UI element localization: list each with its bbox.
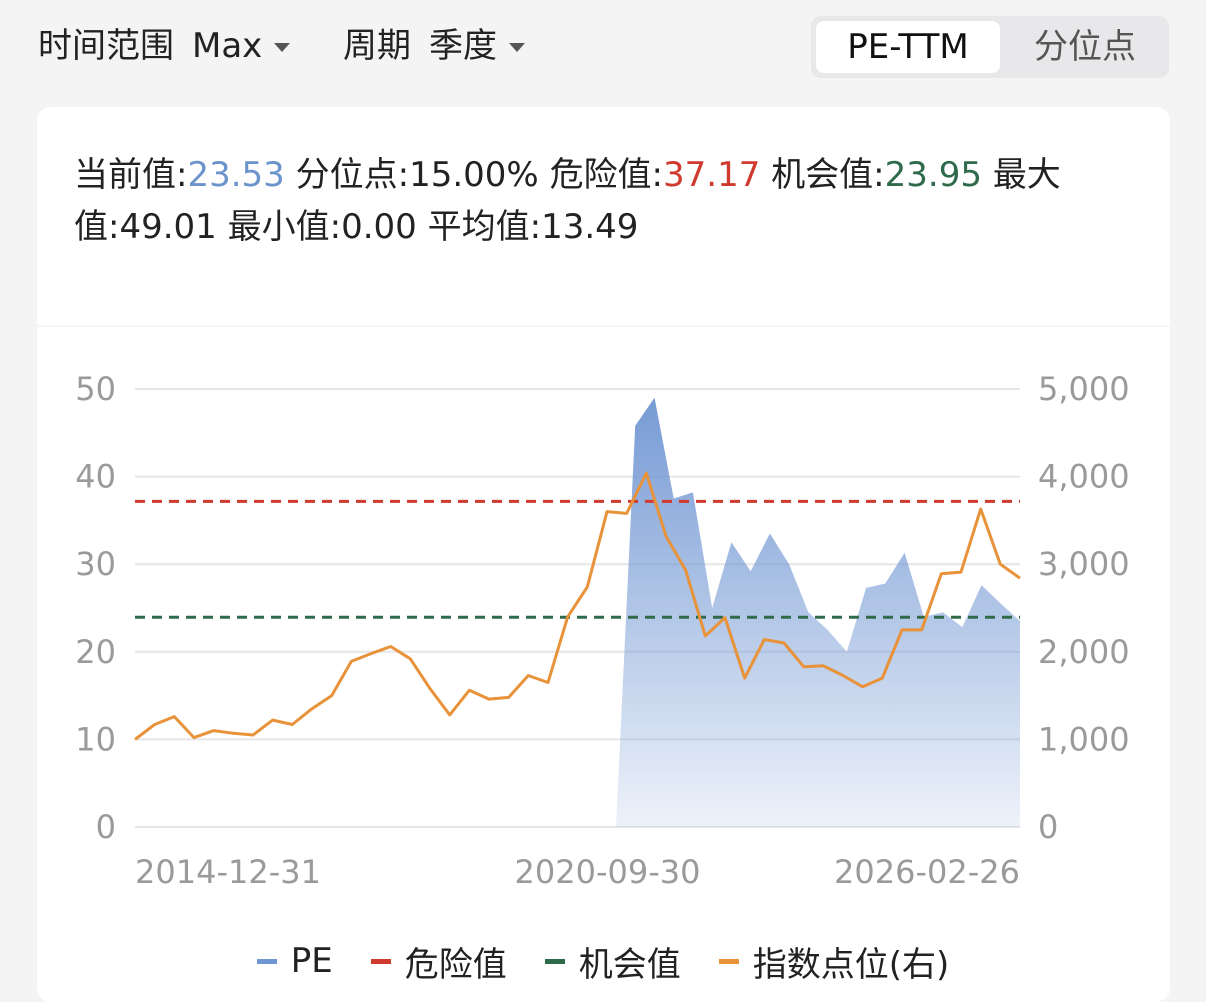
danger-label: 危险值: xyxy=(549,155,664,195)
x-tick-label: 2014-12-31 xyxy=(135,853,321,891)
pe-area xyxy=(135,397,1020,827)
legend-label-index: 指数点位(右) xyxy=(752,944,950,985)
tab-pe-ttm[interactable]: PE-TTM xyxy=(816,21,1000,73)
percentile-value: 15.00% xyxy=(409,155,539,195)
min-label: 最小值: xyxy=(227,207,342,247)
pe-chart: 0 0 10 1,000 20 2,000 30 3,000 40 4,000 50 5,000 201… xyxy=(75,370,1130,891)
y-right-tick-label: 3,000 xyxy=(1038,545,1130,583)
y-right-tick-label: 4,000 xyxy=(1038,458,1130,496)
time-range-label: 时间范围 xyxy=(38,26,174,66)
current-value: 23.53 xyxy=(187,155,285,195)
avg-label: 平均值: xyxy=(427,207,542,247)
chart-legend: PE 危险值 机会值 指数点位(右) xyxy=(0,935,1206,987)
index-line xyxy=(134,471,1021,741)
legend-item-index[interactable]: 指数点位(右) xyxy=(718,935,950,987)
time-range-value: Max xyxy=(192,26,263,66)
legend-item-chance[interactable]: 机会值 xyxy=(544,935,681,987)
chance-label: 机会值: xyxy=(771,155,885,195)
y-right-tick-label: 1,000 xyxy=(1038,720,1130,758)
legend-swatch-index xyxy=(718,958,739,964)
x-tick-label: 2020-09-30 xyxy=(515,853,701,891)
avg-value: 13.49 xyxy=(541,207,639,247)
stats-summary: 当前值:23.53 分位点:15.00% 危险值:37.17 机会值:23.95… xyxy=(74,149,1144,253)
tab-percentile[interactable]: 分位点 xyxy=(1034,27,1136,67)
y-left-tick-label: 0 xyxy=(96,808,116,846)
max-value: 49.01 xyxy=(119,207,217,247)
legend-swatch-pe xyxy=(256,958,277,964)
max-label: 最大值: xyxy=(74,155,1061,247)
min-value: 0.00 xyxy=(341,207,417,247)
y-left-tick-label: 30 xyxy=(75,545,116,583)
period-filter[interactable]: 周期 季度 xyxy=(343,18,525,67)
percentile-label: 分位点: xyxy=(295,155,410,195)
toolbar: 时间范围 Max 周期 季度 PE-TTM 分位点 xyxy=(0,0,1206,100)
chance-value: 23.95 xyxy=(884,155,982,195)
legend-label-danger: 危险值 xyxy=(404,944,507,985)
legend-label-pe: PE xyxy=(290,941,333,981)
y-right-tick-label: 2,000 xyxy=(1038,633,1130,671)
current-label: 当前值: xyxy=(74,155,188,195)
chart-card: 当前值:23.53 分位点:15.00% 危险值:37.17 机会值:23.95… xyxy=(37,107,1170,1002)
legend-item-pe[interactable]: PE xyxy=(256,935,333,987)
divider xyxy=(37,325,1170,327)
legend-item-danger[interactable]: 危险值 xyxy=(370,935,507,987)
y-left-tick-label: 50 xyxy=(75,370,116,408)
caret-down-icon xyxy=(274,43,291,52)
y-left-tick-label: 40 xyxy=(75,458,116,496)
danger-value: 37.17 xyxy=(663,155,761,195)
caret-down-icon xyxy=(509,43,525,52)
legend-swatch-danger xyxy=(370,958,391,964)
metric-toggle: PE-TTM 分位点 xyxy=(811,16,1169,78)
y-right-tick-label: 5,000 xyxy=(1038,370,1130,408)
y-right-tick-label: 0 xyxy=(1038,808,1058,846)
legend-label-chance: 机会值 xyxy=(578,944,681,985)
y-left-tick-label: 10 xyxy=(75,720,116,758)
period-value: 季度 xyxy=(429,26,497,66)
legend-swatch-chance xyxy=(544,958,565,964)
time-range-filter[interactable]: 时间范围 Max xyxy=(38,18,291,67)
period-label: 周期 xyxy=(343,26,411,66)
y-left-tick-label: 20 xyxy=(75,633,116,671)
x-tick-label: 2026-02-26 xyxy=(834,853,1020,891)
